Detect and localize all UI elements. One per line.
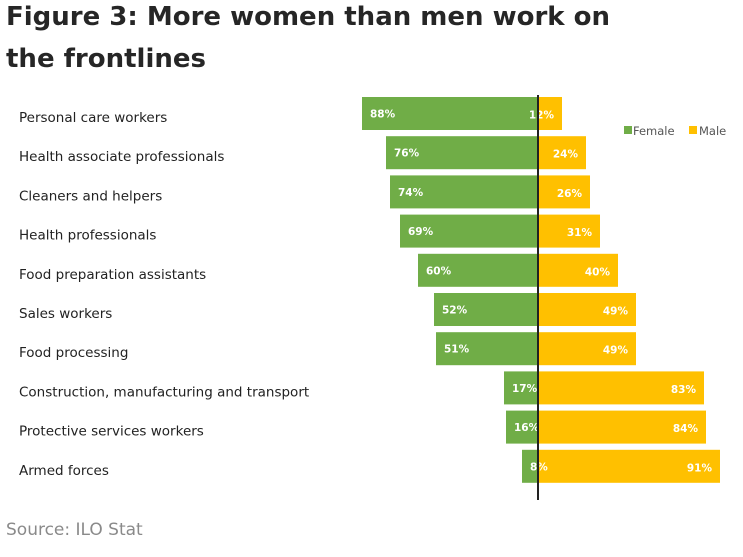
legend-label-male: Male: [699, 124, 726, 138]
bar-female: [506, 410, 538, 444]
bar-male: [538, 410, 706, 444]
bar-male: [538, 214, 600, 248]
bar-female: [362, 97, 538, 130]
value-labels: 88% 12% 76% 24% 74% 26% 69% 31% 60% 40% 52% 49% 51% 4…: [370, 109, 712, 475]
value-label-male: 12%: [529, 110, 555, 122]
value-label-male: 83%: [671, 384, 697, 396]
category-label: Sales workers: [19, 306, 112, 322]
category-label: Food preparation assistants: [19, 267, 206, 283]
value-label-female: 8%: [530, 461, 548, 473]
bar-female: [386, 136, 538, 170]
bar-female: [434, 293, 538, 326]
category-label: Protective services workers: [19, 424, 204, 440]
value-label-female: 74%: [398, 187, 424, 199]
value-label-male: 40%: [585, 266, 611, 278]
bar-male: [538, 332, 636, 366]
bar-male: [538, 253, 618, 287]
bar-male: [538, 293, 636, 326]
category-label: Armed forces: [19, 463, 109, 479]
source-note: Source: ILO Stat: [6, 520, 143, 540]
bar-male: [538, 136, 586, 170]
bar-female: [522, 449, 538, 483]
category-label: Cleaners and helpers: [19, 188, 162, 204]
category-label: Health professionals: [19, 228, 156, 244]
bar-male: [538, 449, 720, 483]
chart-title: Figure 3: More women than men work on th…: [6, 2, 611, 74]
bar-female: [418, 253, 538, 287]
bar-female: [436, 332, 538, 366]
value-label-female: 88%: [370, 109, 396, 121]
category-label: Personal care workers: [19, 110, 167, 126]
legend-swatch-female: [624, 126, 632, 134]
bar-male: [538, 175, 590, 209]
value-label-female: 69%: [408, 226, 434, 238]
value-label-female: 51%: [444, 344, 470, 356]
category-label: Health associate professionals: [19, 149, 224, 165]
value-label-male: 49%: [603, 306, 629, 318]
value-label-female: 16%: [514, 422, 540, 434]
legend-swatch-male: [689, 126, 697, 134]
bar-female: [390, 175, 538, 209]
value-label-female: 60%: [426, 265, 452, 277]
bar-male: [538, 371, 704, 405]
value-label-male: 31%: [567, 227, 593, 239]
value-label-female: 17%: [512, 383, 538, 395]
male-series: [538, 97, 720, 483]
value-label-male: 24%: [553, 149, 579, 161]
category-labels: Personal care workers Health associate pr…: [19, 110, 309, 479]
value-label-male: 84%: [673, 423, 699, 435]
value-label-male: 49%: [603, 345, 629, 357]
value-label-male: 91%: [687, 462, 713, 474]
female-series: [362, 97, 538, 483]
value-label-female: 76%: [394, 148, 420, 160]
value-label-male: 26%: [557, 188, 583, 200]
bar-female: [504, 371, 538, 405]
bar-female: [400, 214, 538, 248]
category-label: Food processing: [19, 345, 128, 361]
value-label-female: 52%: [442, 305, 468, 317]
legend-label-female: Female: [633, 124, 675, 138]
bar-male: [538, 97, 562, 130]
category-label: Construction, manufacturing and transpor…: [19, 384, 309, 400]
legend: Female Male: [624, 124, 726, 138]
